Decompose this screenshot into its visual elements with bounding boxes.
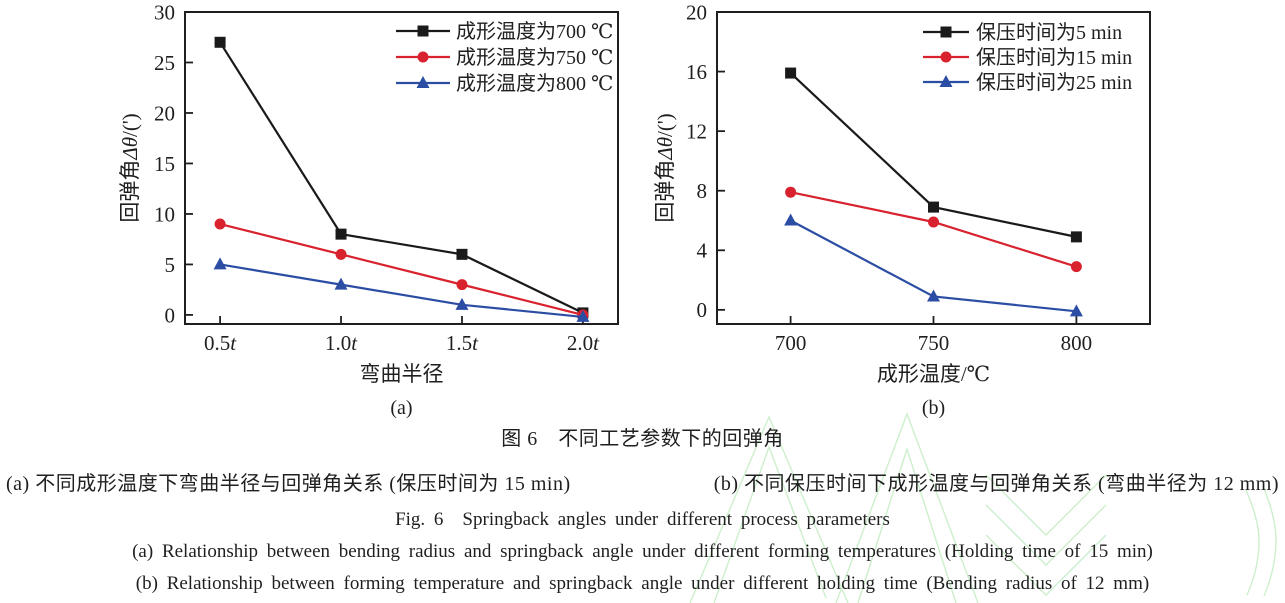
- series-marker-square: [417, 25, 429, 37]
- series-marker-circle: [785, 186, 797, 198]
- legend-label: 成形温度为800 ℃: [456, 72, 613, 95]
- caption-en-sub-a: (a) Relationship between bending radius …: [132, 541, 1153, 562]
- subplot-label: (b): [922, 397, 945, 418]
- y-tick-label: 10: [154, 202, 175, 226]
- y-tick-label: 4: [697, 239, 708, 263]
- y-tick-label: 0: [697, 298, 708, 322]
- series-marker-circle: [417, 51, 429, 63]
- x-axis-title: 成形温度/℃: [877, 362, 990, 386]
- axis-frame: [184, 11, 619, 325]
- series-marker-circle: [1070, 261, 1082, 273]
- y-tick-label: 12: [686, 119, 707, 143]
- series-marker-triangle: [416, 76, 430, 88]
- subplot-label: (a): [390, 397, 412, 418]
- legend-label: 成形温度为700 ℃: [456, 20, 613, 43]
- series-marker-triangle: [784, 213, 798, 226]
- y-tick-label: 8: [697, 179, 708, 203]
- caption-cn-subcaptions: (a) 不同成形温度下弯曲半径与回弹角关系 (保压时间为 15 min) (b)…: [0, 472, 1285, 496]
- series-line: [219, 263, 584, 319]
- x-tick-label: 800: [1061, 331, 1093, 355]
- y-tick-label: 30: [154, 0, 175, 24]
- y-axis-title: 回弹角Δθ/('): [653, 113, 677, 222]
- series-marker-circle: [214, 218, 226, 230]
- x-tick-label: 1.5t: [446, 331, 479, 355]
- series-marker-square: [928, 201, 939, 213]
- legend-label: 保压时间为15 min: [976, 46, 1132, 69]
- y-tick-label: 15: [154, 152, 175, 176]
- series-marker-circle: [335, 248, 347, 260]
- caption-en-title: Fig. 6 Springback angles under different…: [395, 509, 890, 530]
- x-tick-label: 700: [775, 331, 807, 355]
- series-marker-triangle: [576, 309, 590, 322]
- series-marker-circle: [940, 51, 952, 63]
- caption-cn-sub-b: (b) 不同保压时间下成形温度与回弹角关系 (弯曲半径为 12 mm): [713, 473, 1279, 495]
- x-tick-label: 2.0t: [567, 331, 600, 355]
- legend-label: 保压时间为25 min: [976, 71, 1132, 94]
- legend-label: 成形温度为750 ℃: [456, 46, 613, 69]
- caption-cn-title: 图 6 不同工艺参数下的回弹角: [501, 428, 784, 450]
- x-tick-label: 1.0t: [325, 331, 358, 355]
- series-marker-triangle: [939, 75, 953, 87]
- series-marker-square: [940, 26, 952, 38]
- series-marker-circle: [928, 216, 939, 228]
- y-tick-label: 16: [686, 60, 707, 84]
- series-marker-circle: [456, 279, 468, 291]
- y-tick-label: 0: [165, 303, 176, 327]
- series-marker-square: [456, 248, 468, 260]
- series-marker-square: [1070, 231, 1082, 243]
- chart-a-bending-radius-vs-springback: 0 5 10 15 20 25 30 0.5t 1.0t 1.5t 2.0t 成形温度为700 ℃ 成形…: [118, 0, 619, 418]
- series-marker-triangle: [455, 297, 469, 310]
- series-marker-square: [785, 67, 797, 79]
- x-axis-title: 弯曲半径: [360, 362, 444, 386]
- y-tick-label: 20: [154, 101, 175, 125]
- axis-frame: [716, 11, 1151, 325]
- series-line: [219, 222, 584, 316]
- series-marker-triangle: [927, 289, 940, 302]
- y-tick-label: 5: [165, 253, 176, 277]
- y-axis-title: 回弹角Δθ/('): [118, 113, 142, 222]
- series-marker-triangle: [334, 277, 348, 290]
- y-tick-label: 25: [154, 51, 175, 75]
- x-tick-label: 0.5t: [204, 331, 237, 355]
- legend-label: 保压时间为5 min: [976, 21, 1122, 44]
- y-tick-label: 20: [686, 0, 707, 24]
- x-tick-label: 750: [918, 331, 950, 355]
- series-marker-triangle: [1069, 304, 1083, 317]
- caption-en-sub-b: (b) Relationship between forming tempera…: [135, 573, 1150, 594]
- series-line: [219, 41, 584, 314]
- series-marker-triangle: [213, 257, 227, 270]
- caption-cn-sub-a: (a) 不同成形温度下弯曲半径与回弹角关系 (保压时间为 15 min): [6, 473, 571, 495]
- series-marker-square: [214, 36, 226, 48]
- series-marker-square: [335, 228, 347, 240]
